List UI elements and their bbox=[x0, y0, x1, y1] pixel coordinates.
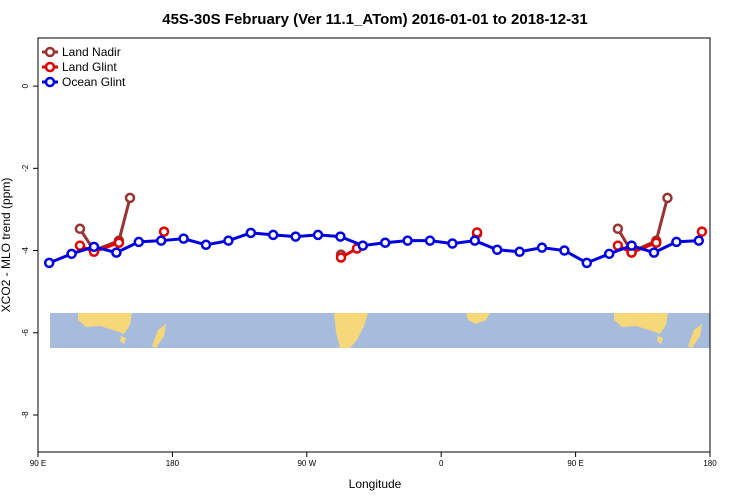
legend-marker bbox=[44, 46, 56, 58]
point bbox=[111, 247, 122, 258]
point bbox=[696, 226, 708, 237]
y-tick-label: -4 bbox=[21, 246, 30, 254]
y-tick-label: -8 bbox=[21, 411, 30, 419]
x-tick-label: 180 bbox=[703, 459, 717, 468]
point bbox=[612, 223, 624, 235]
point bbox=[267, 229, 279, 241]
map-strip bbox=[50, 313, 710, 348]
point bbox=[559, 245, 570, 256]
x-tick-label: 0 bbox=[439, 459, 444, 468]
point bbox=[671, 236, 682, 248]
point bbox=[424, 235, 436, 246]
point bbox=[581, 257, 593, 269]
legend-marker bbox=[44, 76, 56, 88]
point bbox=[357, 240, 369, 251]
point bbox=[648, 247, 660, 258]
point bbox=[74, 240, 86, 251]
x-tick-label: 90 W bbox=[297, 459, 316, 468]
point bbox=[88, 241, 100, 253]
point bbox=[514, 246, 525, 258]
point bbox=[74, 223, 86, 235]
point bbox=[223, 235, 234, 246]
legend-label: Land Glint bbox=[62, 60, 117, 74]
point bbox=[603, 248, 615, 260]
point bbox=[335, 231, 346, 242]
point bbox=[447, 238, 458, 249]
point bbox=[402, 235, 413, 246]
chart-title: 45S-30S February (Ver 11.1_ATom) 2016-01… bbox=[162, 11, 588, 28]
x-tick-label: 90 E bbox=[567, 459, 583, 468]
point bbox=[536, 242, 548, 253]
point bbox=[124, 192, 136, 204]
point bbox=[43, 257, 55, 269]
point bbox=[471, 227, 483, 238]
legend-marker bbox=[44, 61, 56, 73]
point bbox=[155, 235, 167, 246]
series-line bbox=[48, 231, 699, 265]
y-axis-label: XCO2 - MLO trend (ppm) bbox=[0, 178, 13, 313]
y-tick-label: -6 bbox=[21, 329, 30, 337]
point bbox=[491, 244, 503, 255]
point bbox=[335, 252, 347, 263]
point bbox=[693, 235, 705, 246]
point bbox=[200, 239, 212, 251]
point bbox=[379, 237, 391, 248]
point bbox=[650, 237, 662, 248]
x-tick-label: 180 bbox=[166, 459, 180, 468]
point bbox=[113, 237, 125, 248]
y-tick-label: -2 bbox=[21, 164, 30, 172]
y-tick-label: 0 bbox=[21, 83, 30, 88]
legend-label: Land Nadir bbox=[62, 45, 121, 59]
point bbox=[178, 233, 189, 244]
point bbox=[626, 240, 637, 251]
x-tick-label: 90 E bbox=[30, 459, 46, 468]
point bbox=[245, 227, 257, 239]
point bbox=[662, 192, 673, 204]
point bbox=[133, 236, 145, 248]
point bbox=[158, 226, 170, 237]
point bbox=[290, 231, 301, 242]
legend-label: Ocean Glint bbox=[62, 75, 126, 89]
x-axis-label: Longitude bbox=[349, 477, 402, 491]
plot-frame bbox=[37, 37, 711, 453]
point bbox=[469, 235, 481, 246]
point bbox=[312, 229, 324, 241]
point bbox=[66, 248, 77, 260]
